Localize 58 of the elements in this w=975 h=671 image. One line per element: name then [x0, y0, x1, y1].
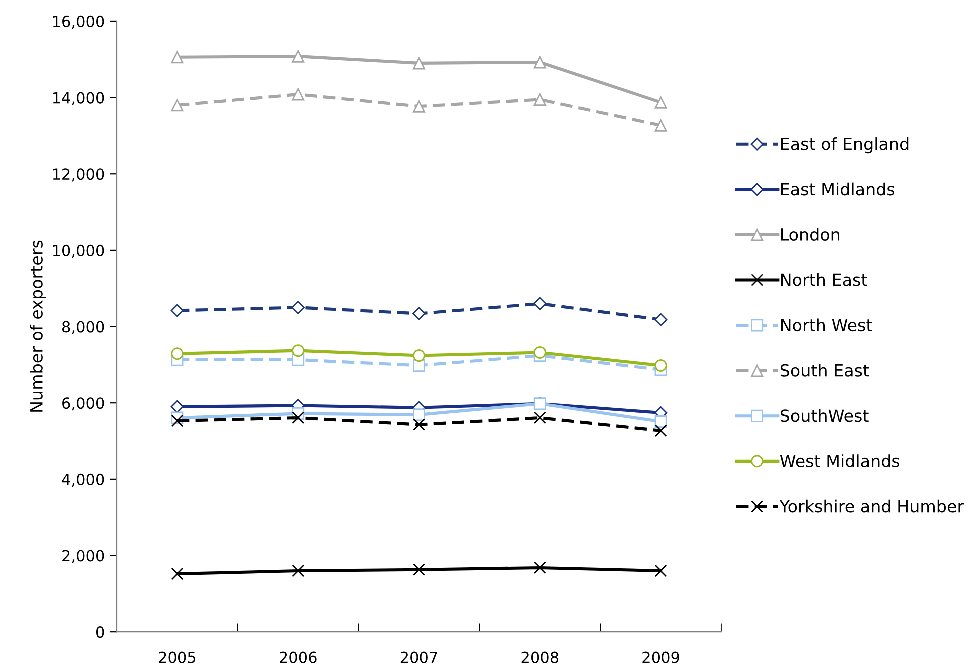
legend-label: Yorkshire and Humber [780, 500, 964, 513]
point [292, 50, 305, 63]
x-tick-label: 2005 [159, 652, 196, 664]
point [413, 418, 426, 432]
point [654, 96, 668, 109]
point [413, 408, 426, 422]
point [292, 88, 305, 101]
x-tick-label: 2009 [642, 652, 680, 664]
point [654, 313, 668, 326]
point [413, 564, 426, 576]
y-axis-title: Number of exporters [30, 240, 46, 412]
point [171, 568, 184, 580]
legend-label: East of England [781, 138, 909, 154]
point [413, 359, 426, 372]
point [171, 51, 184, 64]
point [292, 412, 305, 424]
legend-label: London [781, 228, 840, 242]
y-tick-label: 12,000 [53, 168, 104, 182]
point [534, 562, 546, 574]
y-tick-label: 8,000 [62, 321, 104, 334]
x-tick-label: 2007 [400, 652, 438, 664]
y-tick-label: 6,000 [62, 398, 104, 411]
point [654, 564, 668, 578]
point [170, 304, 184, 318]
legend-label: South East [780, 364, 870, 377]
y-tick-label: 10,000 [53, 244, 104, 258]
legend-label: North East [781, 273, 868, 286]
point [534, 56, 546, 69]
point [171, 99, 184, 112]
point [413, 57, 426, 70]
point [534, 412, 546, 424]
point [292, 344, 305, 358]
point [534, 93, 546, 106]
y-tick-label: 4,000 [62, 474, 104, 488]
legend-label: West Midlands [780, 454, 900, 468]
point [413, 100, 426, 113]
point [534, 346, 546, 359]
x-tick-label: 2008 [522, 652, 559, 664]
point [654, 424, 668, 438]
legend-label: North West [781, 318, 872, 332]
point [412, 307, 426, 320]
point [292, 564, 305, 578]
point [413, 350, 426, 362]
y-tick-label: 0 [96, 626, 104, 638]
legend-label: East Midlands [781, 182, 895, 196]
y-tick-label: 14,000 [53, 92, 104, 106]
point [654, 119, 668, 132]
y-tick-label: 2,000 [62, 550, 104, 564]
point [292, 301, 305, 314]
y-tick-label: 16,000 [53, 16, 104, 30]
point [534, 297, 547, 310]
point [171, 348, 184, 360]
point [171, 414, 184, 428]
x-tick-label: 2006 [280, 652, 317, 664]
point [654, 416, 668, 428]
point [654, 359, 668, 372]
legend-label: SouthWest [780, 409, 869, 422]
point [170, 400, 184, 414]
